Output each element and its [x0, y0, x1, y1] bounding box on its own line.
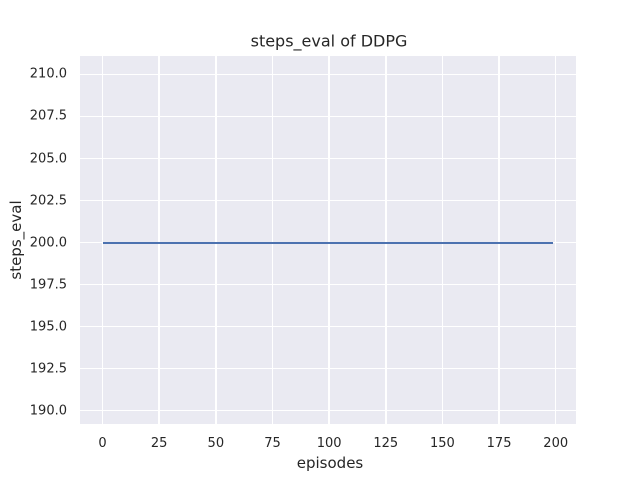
x-axis-label: episodes — [296, 454, 364, 472]
gridline-horizontal — [80, 157, 576, 160]
gridline-horizontal — [80, 283, 576, 286]
gridline-horizontal — [80, 73, 576, 76]
x-tick-label: 50 — [207, 436, 225, 451]
x-tick-label: 150 — [430, 436, 455, 451]
gridline-vertical — [158, 56, 160, 424]
y-axis-label: steps_eval — [7, 200, 25, 280]
plot-area — [80, 56, 576, 424]
y-tick-label: 207.5 — [29, 108, 67, 124]
gridline-vertical — [441, 56, 444, 424]
x-tick-label: 175 — [486, 436, 512, 451]
gridline-vertical — [498, 56, 500, 424]
gridline-horizontal — [80, 199, 576, 202]
y-tick-label: 205.0 — [29, 151, 67, 166]
gridline-vertical — [554, 56, 557, 424]
y-tick-label: 192.5 — [29, 361, 67, 377]
x-tick-label: 125 — [373, 436, 399, 451]
y-tick-label: 195.0 — [29, 319, 67, 335]
chart-title: steps_eval of DDPG — [250, 31, 408, 51]
y-tick-label: 200.0 — [29, 235, 67, 251]
x-tick-label: 25 — [150, 436, 168, 451]
y-tick-label: 190.0 — [29, 403, 67, 419]
x-tick-label: 100 — [316, 436, 342, 451]
y-tick-label: 202.5 — [29, 193, 67, 208]
gridline-vertical — [101, 56, 104, 424]
gridline-horizontal — [80, 409, 576, 412]
gridline-vertical — [328, 56, 330, 424]
series-line-segment — [102, 241, 554, 244]
x-tick-label: 0 — [98, 436, 107, 451]
y-tick-label: 210.0 — [29, 66, 67, 82]
x-tick-label: 200 — [543, 436, 569, 451]
gridline-horizontal — [80, 367, 576, 370]
gridline-vertical — [271, 56, 274, 424]
y-tick-label: 197.5 — [29, 277, 67, 293]
gridline-vertical — [385, 56, 387, 424]
gridline-horizontal — [80, 115, 576, 118]
gridline-horizontal — [80, 325, 576, 328]
gridline-vertical — [215, 56, 217, 424]
x-tick-label: 75 — [264, 436, 281, 451]
